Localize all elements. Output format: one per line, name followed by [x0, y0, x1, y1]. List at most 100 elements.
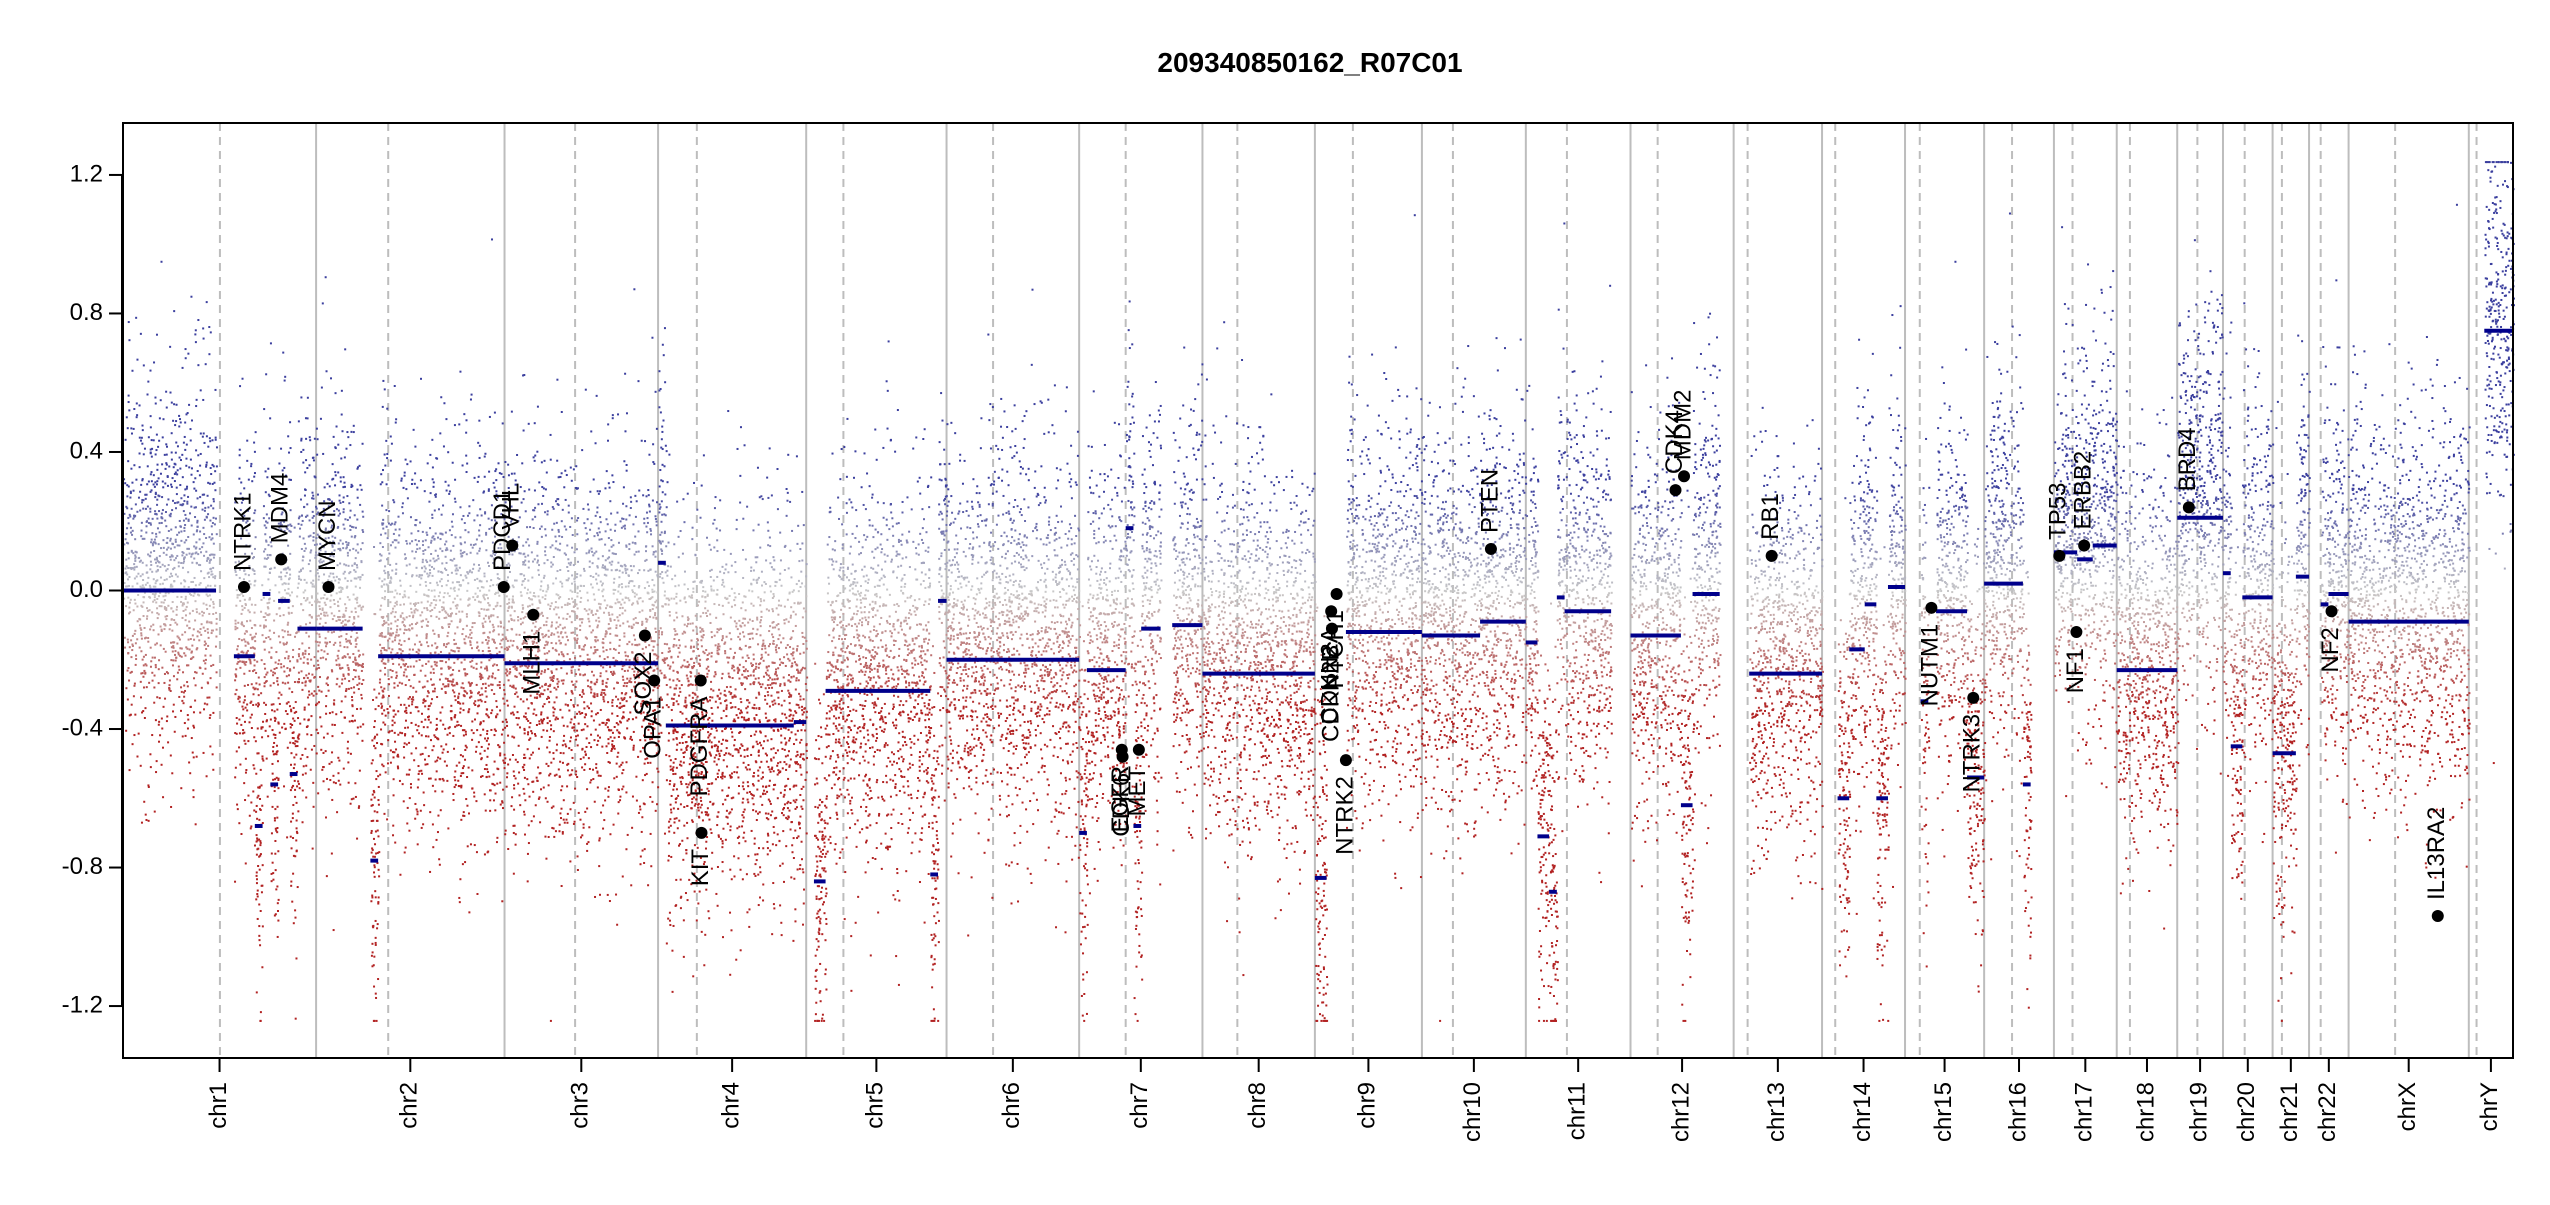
probe-point	[425, 618, 427, 620]
probe-point	[380, 686, 382, 688]
probe-point	[485, 683, 487, 685]
probe-point	[460, 550, 462, 552]
probe-point	[154, 675, 156, 677]
probe-point	[458, 762, 460, 764]
probe-point	[392, 751, 394, 753]
probe-point	[254, 612, 256, 614]
probe-point	[282, 636, 284, 638]
probe-point	[350, 580, 352, 582]
probe-point	[347, 653, 349, 655]
probe-point	[574, 657, 576, 659]
probe-point	[190, 581, 192, 583]
probe-point	[354, 536, 356, 538]
probe-point	[515, 688, 517, 690]
probe-point	[324, 615, 326, 617]
probe-point	[249, 670, 251, 672]
probe-point	[156, 607, 158, 609]
probe-point	[140, 765, 142, 767]
probe-point	[150, 541, 152, 543]
probe-point	[502, 807, 504, 809]
probe-point	[448, 652, 450, 654]
probe-point	[177, 469, 179, 471]
probe-point	[136, 402, 138, 404]
probe-point	[484, 456, 486, 458]
probe-point	[430, 672, 432, 674]
centromere-lines	[220, 123, 2477, 1058]
probe-point	[571, 574, 573, 576]
probe-point	[338, 636, 340, 638]
probe-point	[355, 646, 357, 648]
probe-point	[386, 457, 388, 459]
probe-point	[213, 606, 215, 608]
probe-point	[463, 694, 465, 696]
probe-point	[288, 674, 290, 676]
probe-point	[591, 551, 593, 553]
probe-point	[126, 542, 128, 544]
probe-point	[245, 769, 247, 771]
probe-point	[174, 731, 176, 733]
probe-point	[283, 642, 285, 644]
probe-point	[309, 436, 311, 438]
probe-point	[165, 391, 167, 393]
probe-point	[641, 816, 643, 818]
probe-point	[503, 659, 505, 661]
probe-point	[291, 724, 293, 726]
probe-point	[434, 661, 436, 663]
probe-point	[375, 830, 377, 832]
probe-point	[207, 446, 209, 448]
probe-point	[394, 523, 396, 525]
probe-point	[243, 673, 245, 675]
probe-point	[294, 780, 296, 782]
probe-point	[278, 576, 280, 578]
probe-point	[555, 627, 557, 629]
probe-point	[183, 530, 185, 532]
probe-point	[132, 518, 134, 520]
probe-point	[610, 736, 612, 738]
probe-point	[305, 765, 307, 767]
probe-point	[202, 509, 204, 511]
probe-point	[132, 585, 134, 587]
probe-point	[421, 567, 423, 569]
probe-point	[479, 548, 481, 550]
probe-point	[654, 556, 656, 558]
probe-point	[391, 443, 393, 445]
probe-point	[256, 837, 258, 839]
probe-point	[355, 571, 357, 573]
probe-point	[140, 440, 142, 442]
probe-point	[236, 733, 238, 735]
probe-point	[126, 507, 128, 509]
probe-point	[602, 583, 604, 585]
probe-point	[373, 726, 375, 728]
probe-point	[447, 632, 449, 634]
probe-point	[136, 566, 138, 568]
probe-point	[373, 745, 375, 747]
probe-point	[160, 399, 162, 401]
probe-point	[308, 563, 310, 565]
probe-point	[321, 387, 323, 389]
probe-point	[345, 638, 347, 640]
probe-point	[360, 609, 362, 611]
probe-point	[194, 600, 196, 602]
probe-point	[316, 615, 318, 617]
probe-point	[142, 672, 144, 674]
probe-point	[362, 606, 364, 608]
probe-point	[315, 584, 317, 586]
probe-point	[147, 637, 149, 639]
probe-point	[191, 467, 193, 469]
probe-point	[256, 661, 258, 663]
probe-point	[251, 683, 253, 685]
probe-point	[295, 839, 297, 841]
probe-point	[259, 869, 261, 871]
probe-point	[130, 532, 132, 534]
probe-point	[331, 735, 333, 737]
probe-point	[373, 1020, 375, 1022]
probe-point	[161, 718, 163, 720]
probe-point	[403, 757, 405, 759]
probe-point	[654, 612, 656, 614]
probe-point	[203, 432, 205, 434]
probe-point	[308, 653, 310, 655]
probe-point	[190, 439, 192, 441]
probe-point	[335, 620, 337, 622]
probe-point	[322, 453, 324, 455]
probe-point	[471, 666, 473, 668]
